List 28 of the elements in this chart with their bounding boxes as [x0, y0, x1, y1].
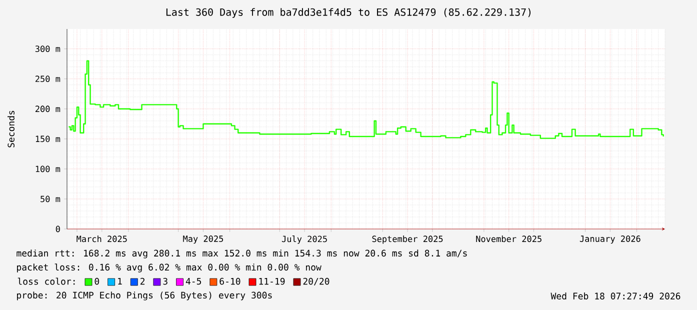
x-tick-label: July 2025: [282, 236, 327, 244]
legend-label: 20/20: [303, 278, 330, 286]
legend-label: 6-10: [220, 278, 240, 285]
legend-label: 0: [94, 278, 100, 285]
y-tick-label: 0: [56, 226, 60, 232]
legend-label: 1: [118, 278, 122, 285]
y-tick-label: 300 m: [35, 46, 60, 52]
y-tick-label: 250 m: [36, 76, 60, 82]
text: packet loss: 0.16 % avg 6.02 % max 0.00 % min 0.00 % now: [17, 264, 322, 272]
text: probe: 20 ICMP Echo Pings (56 Bytes) every 300s: [17, 292, 272, 300]
x-tick-label: September 2025: [372, 236, 443, 244]
text: median rtt: 168.2 ms avg 280.1 ms max 152.0 ms min 154.3 ms now 20.6 ms sd 8.1 am/s: [16, 250, 467, 258]
legend-title: loss color:: [18, 278, 75, 285]
legend-label: 3: [163, 278, 168, 285]
x-tick-label: January 2026: [580, 236, 640, 244]
legend-label: 11-19: [259, 278, 285, 285]
y-tick-label: 150 m: [36, 136, 60, 142]
x-tick-label: May 2025: [183, 236, 224, 244]
y-tick-label: 200 m: [36, 106, 60, 112]
text: Wed Feb 18 07:27:49 2026: [550, 292, 680, 300]
y-tick-label: 50 m: [40, 196, 60, 202]
y-tick-label: 100 m: [36, 166, 60, 172]
x-tick-label: March 2025: [76, 236, 127, 242]
legend-label: 2: [140, 278, 144, 285]
legend-label: 4-5: [186, 278, 202, 285]
chart-title: Last 360 Days from ba7dd3e1f4d5 to ES AS12479 (85.62.229.137): [166, 8, 530, 18]
x-tick-label: November 2025: [476, 236, 542, 242]
y-axis-title: Seconds: [8, 110, 14, 148]
